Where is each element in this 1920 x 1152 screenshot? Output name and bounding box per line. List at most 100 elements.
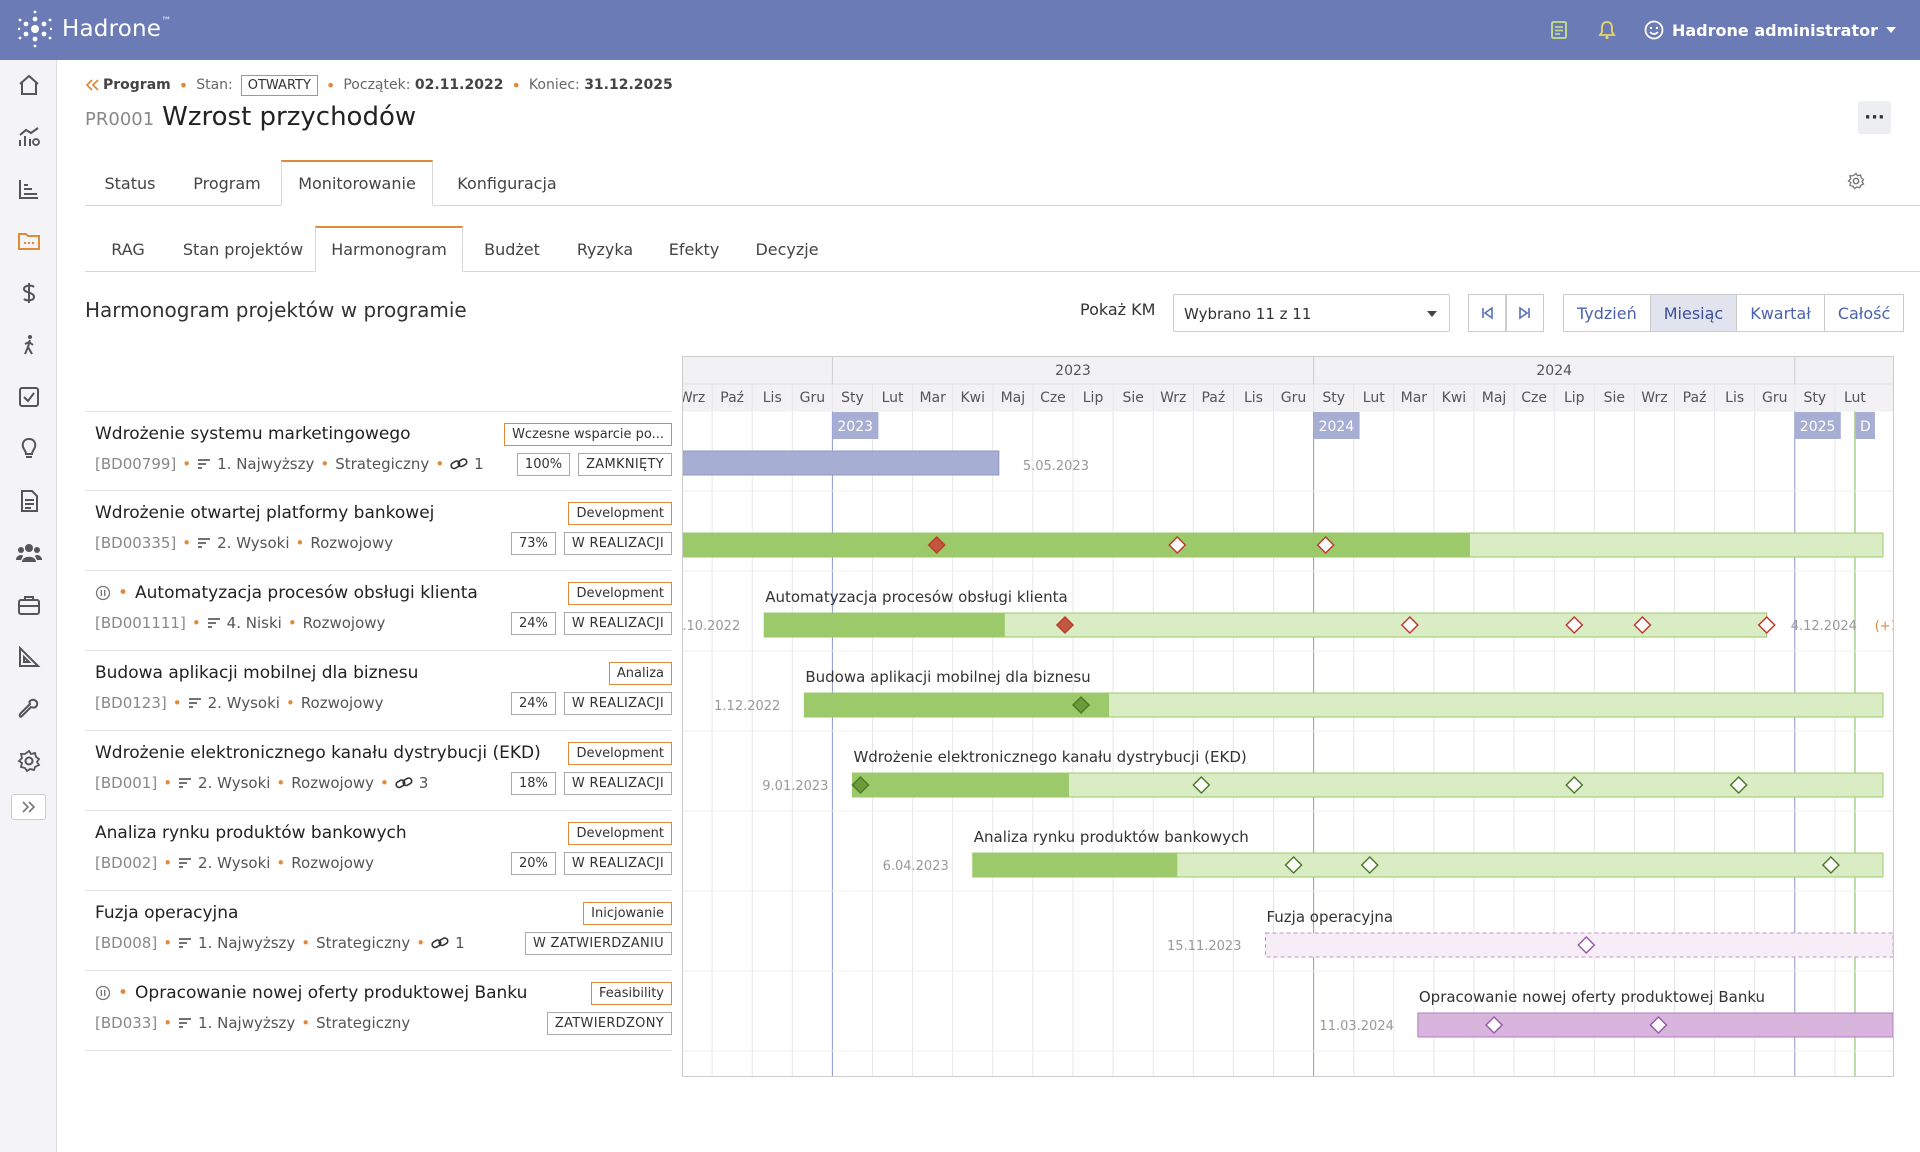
project-title: Fuzja operacyjna — [95, 903, 238, 923]
project-row[interactable]: Wdrożenie elektronicznego kanału dystryb… — [85, 731, 672, 811]
bar-start-date: 1.10.2022 — [683, 619, 740, 634]
zoom-month-button[interactable]: Miesiąc — [1650, 295, 1738, 331]
month-label: Lis — [1244, 390, 1263, 406]
paused-indicator — [95, 585, 111, 601]
sidebar-item-ideas[interactable] — [0, 429, 57, 469]
main-content: Program • Stan: OTWARTY • Początek: 02.1… — [57, 60, 1920, 1152]
year-flag — [832, 412, 879, 439]
month-label: Cze — [1040, 390, 1066, 406]
project-name[interactable]: Wdrożenie otwartej platformy bankowej — [95, 503, 435, 523]
zoom-quarter-button[interactable]: Kwartał — [1737, 295, 1825, 331]
scroll-to-start-button[interactable] — [1468, 294, 1506, 332]
tab-program[interactable]: Program — [193, 173, 261, 193]
project-meta: [BD002] • 2. Wysoki • Rozwojowy — [95, 854, 374, 872]
year-label: 2023 — [1055, 363, 1091, 379]
year-flag-label: 2024 — [1319, 419, 1355, 435]
project-code: [BD0123] — [95, 694, 167, 712]
subtab-stan-projektow[interactable]: Stan projektów — [182, 239, 304, 259]
separator-dot: • — [178, 75, 189, 95]
project-row[interactable]: Analiza rynku produktów bankowych [BD002]… — [85, 811, 672, 891]
app-logo[interactable]: Hadrone™ — [18, 10, 171, 48]
bar-extra-label: (+1 — [1875, 619, 1894, 634]
separator-dot: • — [295, 534, 305, 552]
tab-konfiguracja[interactable]: Konfiguracja — [457, 173, 557, 193]
sidebar-item-reports[interactable] — [0, 169, 57, 209]
notes-icon[interactable] — [1548, 19, 1570, 41]
priority-icon — [198, 459, 211, 469]
sidebar-item-resources[interactable] — [0, 325, 57, 365]
priority-icon — [179, 858, 192, 868]
km-select[interactable]: Wybrano 11 z 11 — [1173, 294, 1450, 332]
user-menu[interactable]: Hadrone administrator — [1644, 20, 1896, 40]
project-name[interactable]: Wdrożenie systemu marketingowego — [95, 424, 411, 444]
zoom-week-button[interactable]: Tydzień — [1564, 295, 1651, 331]
bar-end-date: 5.05.2023 — [1023, 459, 1089, 474]
sidebar-item-portfolio[interactable] — [0, 585, 57, 625]
tab-monitorowanie[interactable]: Monitorowanie — [281, 160, 433, 206]
project-title: Wdrożenie elektronicznego kanału dystryb… — [95, 743, 541, 763]
back-to-program-link[interactable]: Program — [85, 77, 171, 93]
project-name[interactable]: Analiza rynku produktów bankowych — [95, 823, 407, 843]
milestone-diamond — [1757, 615, 1776, 635]
milestone-diamond — [851, 775, 870, 795]
separator-dot: • — [163, 1014, 173, 1032]
sidebar-item-programs[interactable] — [0, 221, 57, 261]
app-name: Hadrone™ — [62, 16, 172, 42]
project-name[interactable]: Fuzja operacyjna — [95, 903, 239, 923]
project-row[interactable]: • Opracowanie nowej oferty produktowej Ba… — [85, 971, 672, 1051]
sidebar-item-home[interactable] — [0, 65, 57, 105]
project-row[interactable]: Wdrożenie systemu marketingowego [BD00799… — [85, 411, 672, 491]
home-icon — [18, 74, 39, 95]
status-badge: W REALIZACJI — [563, 852, 672, 875]
bar-title: Analiza rynku produktów bankowych — [974, 828, 1249, 846]
skip-start-icon — [1482, 306, 1493, 320]
subtab-harmonogram[interactable]: Harmonogram — [315, 226, 463, 272]
project-row[interactable]: Wdrożenie otwartej platformy bankowej [BD… — [85, 491, 672, 571]
subtab-rag[interactable]: RAG — [111, 239, 145, 259]
zoom-toggle-group: Tydzień Miesiąc Kwartał Całość — [1563, 294, 1905, 332]
milestone-diamond — [927, 535, 946, 555]
sidebar-item-tasks[interactable] — [0, 377, 57, 417]
tab-status[interactable]: Status — [104, 173, 156, 193]
sidebar-item-budget[interactable] — [0, 273, 57, 313]
more-actions-button[interactable]: ··· — [1858, 101, 1891, 134]
section-title: Harmonogram projektów w programie — [85, 298, 467, 322]
dollar-icon — [22, 283, 35, 303]
project-name[interactable]: Automatyzacja procesów obsługi klienta — [135, 583, 478, 603]
subtab-ryzyka[interactable]: Ryzyka — [576, 239, 634, 259]
subtab-decyzje[interactable]: Decyzje — [755, 239, 819, 259]
sidebar-item-documents[interactable] — [0, 481, 57, 521]
scroll-to-end-button[interactable] — [1506, 294, 1544, 332]
priority-icon — [198, 538, 211, 548]
project-meta: [BD0123] • 2. Wysoki • Rozwojowy — [95, 694, 384, 712]
project-row[interactable]: • Automatyzacja procesów obsługi klienta [… — [85, 571, 672, 651]
checkbox-icon — [18, 387, 39, 407]
sidebar-item-analytics[interactable] — [0, 117, 57, 157]
project-title: • Opracowanie nowej oferty produktowej Ba… — [95, 983, 527, 1003]
sidebar-item-tools[interactable] — [0, 689, 57, 729]
project-links-count: 1 — [455, 934, 465, 952]
project-row[interactable]: Fuzja operacyjna [BD008] • 1. Najwyższy • Str… — [85, 891, 672, 971]
percent-badge: 100% — [516, 453, 571, 476]
project-priority: 2. Wysoki — [207, 694, 280, 712]
milestone-diamond — [1071, 695, 1091, 715]
year-flag-label: 2023 — [837, 419, 873, 435]
subtab-efekty[interactable]: Efekty — [668, 239, 720, 259]
project-name[interactable]: Wdrożenie elektronicznego kanału dystryb… — [95, 743, 541, 763]
subtab-budzet[interactable]: Budżet — [484, 239, 540, 259]
lightbulb-icon — [21, 437, 36, 458]
percent-badge: 24% — [510, 612, 556, 635]
settings-gear-button[interactable] — [1847, 172, 1865, 194]
sidebar-item-team[interactable] — [0, 533, 57, 573]
sidebar-item-settings[interactable] — [0, 741, 57, 781]
bell-icon[interactable] — [1596, 19, 1618, 41]
pause-icon — [95, 985, 111, 1001]
project-name[interactable]: Opracowanie nowej oferty produktowej Ban… — [135, 983, 528, 1003]
project-links-count: 3 — [418, 774, 429, 792]
gantt-chart[interactable]: Wrz Paź Lis Gru Sty Lut Mar Kwi Maj Cze Lip Sie Wrz P… — [682, 356, 1894, 1077]
project-name[interactable]: Budowa aplikacji mobilnej dla biznesu — [95, 663, 419, 683]
sidebar-item-measures[interactable] — [0, 637, 57, 677]
sidebar-expand-button[interactable] — [11, 794, 46, 820]
zoom-all-button[interactable]: Całość — [1837, 303, 1891, 323]
project-row[interactable]: Budowa aplikacji mobilnej dla biznesu [BD… — [85, 651, 672, 731]
